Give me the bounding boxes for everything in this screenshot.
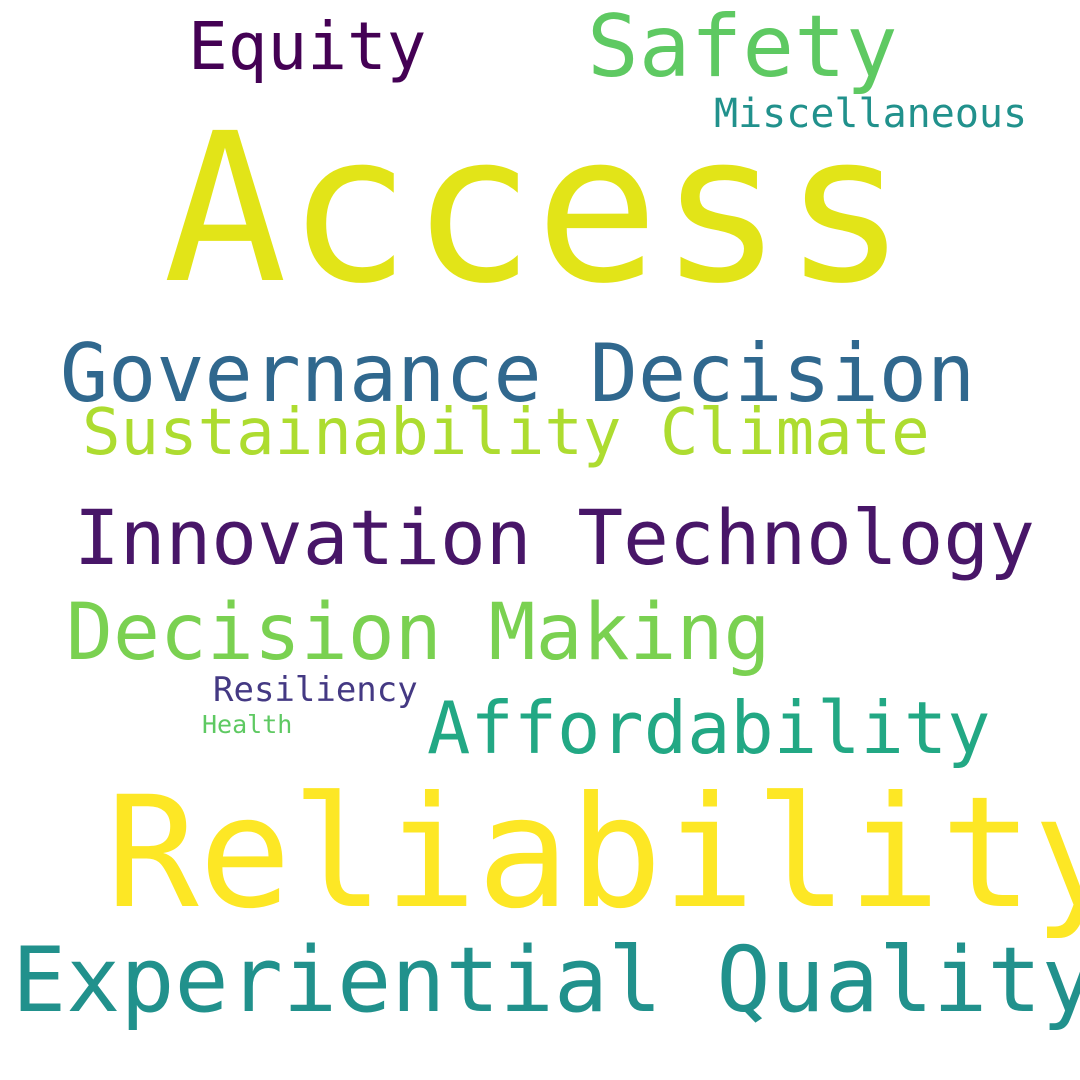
word-miscellaneous: Miscellaneous [714, 91, 1028, 137]
word-innovation-technology: Innovation Technology [74, 493, 1035, 582]
word-safety: Safety [587, 0, 898, 97]
word-health: Health [202, 710, 293, 739]
word-sustainability-climate: Sustainability Climate [82, 396, 930, 470]
word-equity: Equity [188, 8, 427, 85]
word-access: Access [163, 89, 908, 329]
word-reliability: Reliability [106, 764, 1080, 943]
word-decision-making: Decision Making [66, 588, 771, 678]
word-resiliency: Resiliency [213, 670, 418, 710]
word-experiential-quality: Experiential Quality [12, 928, 1080, 1033]
word-affordability: Affordability [427, 686, 991, 770]
word-governance-decision: Governance Decision [60, 327, 976, 420]
